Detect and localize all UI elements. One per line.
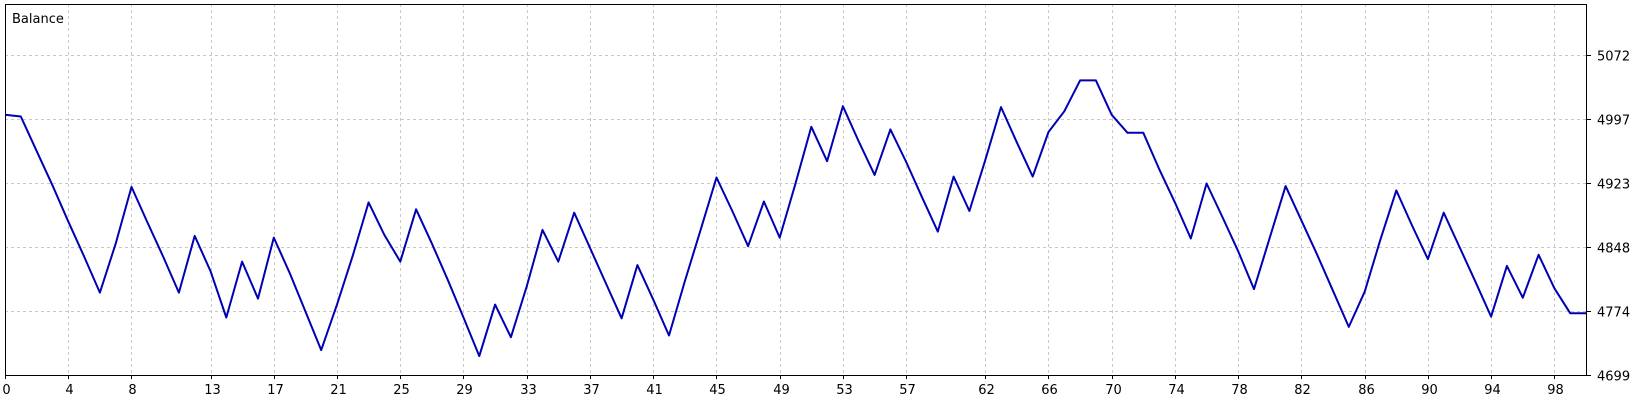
chart-title: Balance — [12, 12, 64, 27]
x-tick-label: 4 — [65, 383, 73, 398]
x-tick-label: 70 — [1105, 383, 1122, 398]
balance-series-line — [4, 79, 1586, 358]
y-tick-label: 4699 — [1597, 370, 1630, 385]
x-tick-label: 33 — [520, 383, 537, 398]
x-tick-label: 21 — [330, 383, 347, 398]
x-tick-label: 49 — [773, 383, 790, 398]
x-tick-label: 13 — [204, 383, 221, 398]
x-tick-label: 86 — [1358, 383, 1375, 398]
x-tick-label: 78 — [1231, 383, 1248, 398]
x-tick-label: 74 — [1168, 383, 1185, 398]
x-tick-label: 82 — [1294, 383, 1311, 398]
y-tick-label: 4997 — [1597, 114, 1630, 129]
x-tick-label: 29 — [456, 383, 473, 398]
y-tick-label: 4923 — [1597, 178, 1630, 193]
x-tick-label: 41 — [646, 383, 663, 398]
x-tick-label: 57 — [899, 383, 916, 398]
x-tick-label: 17 — [267, 383, 284, 398]
x-tick-label: 45 — [709, 383, 726, 398]
x-tick-label: 90 — [1421, 383, 1438, 398]
y-tick-label: 5072 — [1597, 50, 1630, 65]
x-tick-label: 37 — [583, 383, 600, 398]
tick-layer: 0 4 8 13 17 21 25 29 33 37 41 45 49 53 57 62 66 70 74 78 82 8… — [2, 50, 1630, 399]
series-layer — [4, 79, 1586, 358]
x-tick-label: 62 — [978, 383, 995, 398]
grid-layer — [5, 4, 1586, 375]
y-tick-label: 4774 — [1597, 306, 1630, 321]
x-tick-label: 66 — [1041, 383, 1058, 398]
plot-frame — [5, 4, 1587, 376]
x-tick-label: 94 — [1484, 383, 1501, 398]
x-tick-label: 8 — [128, 383, 136, 398]
x-tick-label: 53 — [836, 383, 853, 398]
y-tick-label: 4848 — [1597, 242, 1630, 257]
x-tick-label: 0 — [2, 383, 10, 398]
x-tick-label: 25 — [393, 383, 410, 398]
x-tick-label: 98 — [1547, 383, 1564, 398]
